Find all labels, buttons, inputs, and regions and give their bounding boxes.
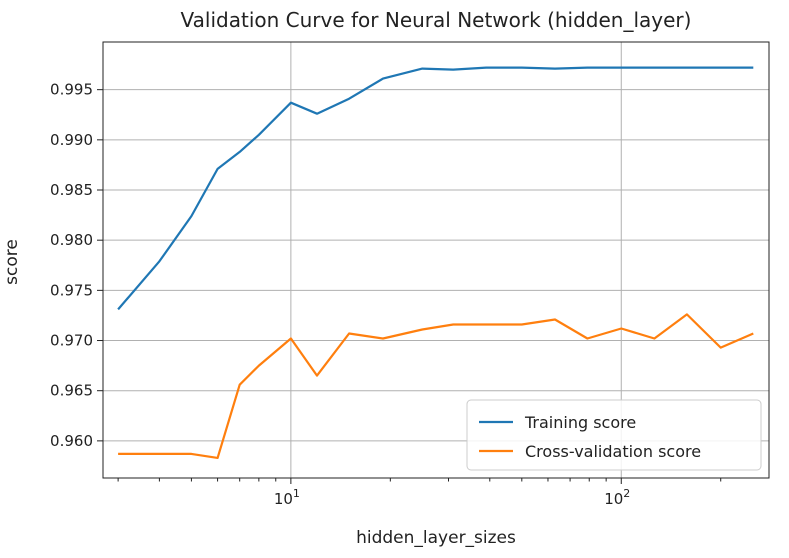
legend-box (466, 399, 762, 471)
y-tick-label: 0.995 (50, 81, 93, 99)
y-tick-label: 0.980 (50, 231, 93, 249)
y-tick-label: 0.975 (50, 281, 93, 299)
y-tick-label: 0.965 (50, 382, 93, 400)
x-tick-label: 102 (604, 487, 630, 508)
y-tick-label: 0.990 (50, 131, 93, 149)
y-axis-label: score (2, 239, 22, 285)
y-tick-label: 0.960 (50, 432, 93, 450)
series-line-1 (118, 313, 754, 459)
x-axis-label: hidden_layer_sizes (356, 528, 516, 548)
plot-frame (102, 41, 770, 479)
y-tick-label: 0.970 (50, 332, 93, 350)
legend: Training score Cross-validation score (466, 399, 762, 471)
x-tick-label: 101 (274, 487, 300, 508)
axis-ticks: 0.960 0.965 0.970 0.975 0.980 0.985 0.990 0.995… (50, 81, 722, 508)
y-tick-label: 0.985 (50, 181, 93, 199)
legend-label: Cross-validation score (525, 442, 701, 461)
chart-title: Validation Curve for Neural Network (hid… (181, 8, 692, 32)
legend-label: Training score (524, 413, 636, 432)
series-lines (117, 66, 754, 459)
series-line-0 (117, 66, 754, 311)
